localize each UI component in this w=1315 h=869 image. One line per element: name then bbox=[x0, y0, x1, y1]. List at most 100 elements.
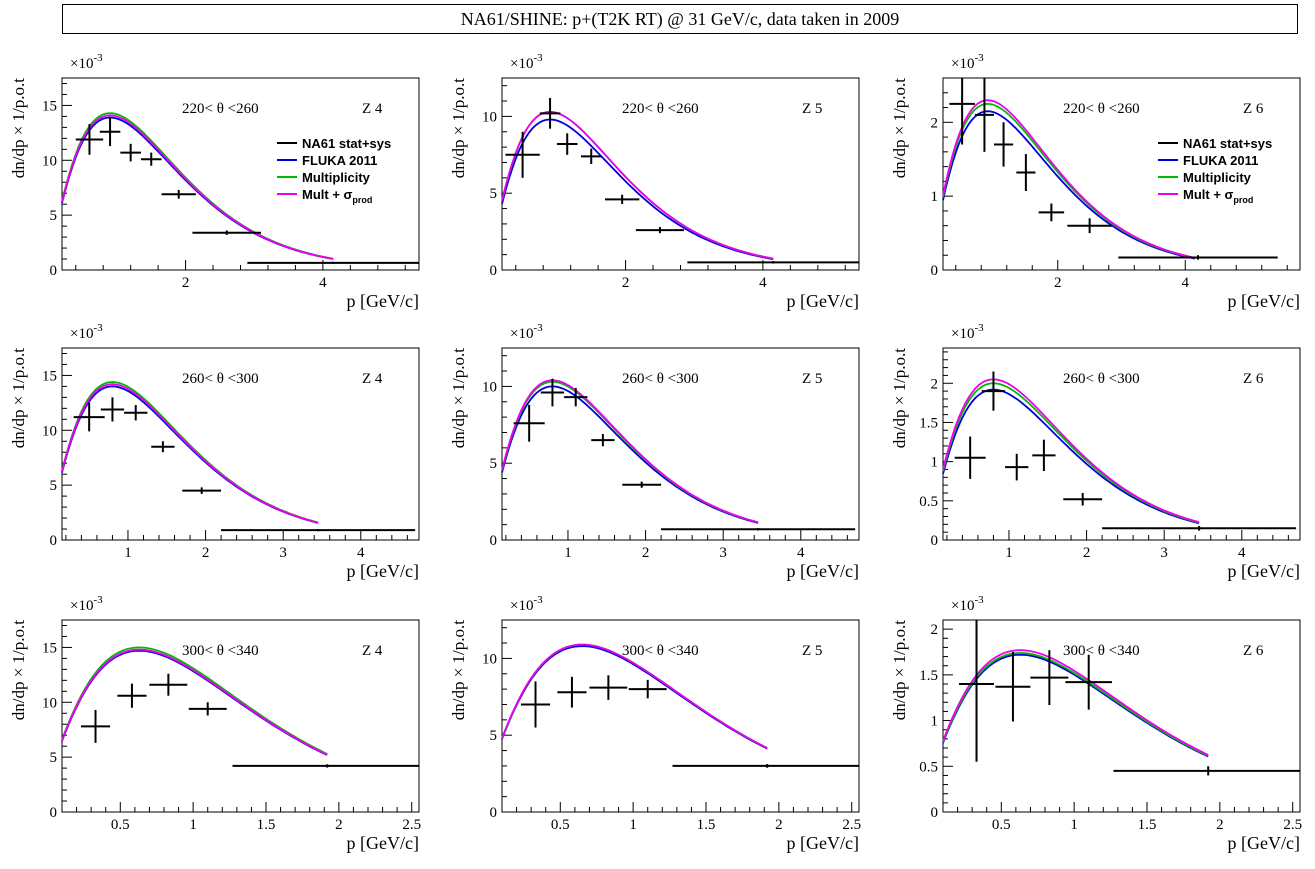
data-point bbox=[505, 131, 540, 178]
data-point bbox=[117, 683, 147, 708]
y-tick-label: 15 bbox=[42, 368, 57, 384]
plot-frame bbox=[942, 347, 1301, 541]
panel-3: 0 1 2 2 4 p [GeV/c] dn/dp × 1/p.o.t ×10-3 220< θ… bbox=[890, 52, 1301, 311]
x-tick-label: 4 bbox=[319, 275, 327, 291]
curve-fluka bbox=[942, 388, 1200, 525]
plot-frame bbox=[501, 347, 860, 541]
plot-frame bbox=[942, 77, 1301, 271]
z-bin-label: Z 5 bbox=[802, 371, 822, 387]
curve-multprod bbox=[942, 378, 1200, 524]
data-point bbox=[80, 709, 111, 743]
data-point bbox=[192, 230, 262, 235]
legend-subscript: prod bbox=[352, 195, 372, 205]
panel-5: 0 5 10 1 2 3 4p [GeV/c] dn/dp × 1/p.o.t ×10-3 260… bbox=[449, 322, 860, 581]
y-tick-label: 0 bbox=[490, 533, 498, 549]
exponent-value: -3 bbox=[974, 594, 984, 606]
x-tick-label: 0.5 bbox=[551, 817, 570, 833]
y-axis-label: dn/dp × 1/p.o.t bbox=[9, 620, 28, 721]
y-tick-label: 10 bbox=[482, 379, 497, 395]
panel-1: 0 5 10 15 2 4 p [GeV/c] dn/dp × 1/p.o.t ×10-3 220… bbox=[9, 52, 420, 311]
data-point bbox=[687, 261, 859, 264]
y-tick-label: 1.5 bbox=[919, 415, 938, 431]
x-tick-label: 3 bbox=[279, 545, 287, 561]
curve-multprod bbox=[61, 648, 328, 756]
legend-label-data: NA61 stat+sys bbox=[302, 136, 391, 151]
data-point bbox=[564, 387, 588, 407]
data-point bbox=[661, 528, 856, 531]
x-tick-label: 2 bbox=[622, 275, 630, 291]
y-tick-label: 10 bbox=[42, 423, 57, 439]
legend: NA61 stat+sys FLUKA 2011 Multiplicity Mult … bbox=[277, 136, 391, 205]
exponent-label: ×10-3 bbox=[951, 52, 984, 72]
data-point bbox=[672, 764, 859, 768]
y-tick-label: 0 bbox=[931, 533, 939, 549]
exponent-value: -3 bbox=[93, 322, 103, 334]
exponent-value: -3 bbox=[974, 322, 984, 334]
angle-range-label: 220< θ <260 bbox=[182, 101, 259, 117]
y-tick-label: 2 bbox=[931, 376, 939, 392]
panel-6: 0 0.5 1 1.5 2 1 2 3 4p [GeV/c] dn/dp × 1/p.o.t ×10… bbox=[890, 322, 1301, 581]
curve-mult bbox=[61, 381, 319, 524]
y-tick-label: 2 bbox=[931, 622, 939, 638]
z-bin-label: Z 4 bbox=[362, 371, 383, 387]
y-tick-label: 5 bbox=[490, 186, 498, 202]
x-tick-label: 2 bbox=[1216, 817, 1224, 833]
x-tick-label: 2.5 bbox=[402, 817, 421, 833]
plot-frame bbox=[61, 619, 420, 813]
data-point bbox=[1063, 492, 1103, 506]
figure-title: NA61/SHINE: p+(T2K RT) @ 31 GeV/c, data … bbox=[62, 4, 1298, 34]
y-tick-label: 1 bbox=[931, 189, 939, 205]
x-tick-label: 1 bbox=[124, 545, 132, 561]
panel-4: 0 5 10 15 1 2 3 4p [GeV/c] dn/dp × 1/p.o.t ×10-3 2… bbox=[9, 322, 420, 581]
x-tick-label: 4 bbox=[1238, 545, 1246, 561]
y-tick-label: 5 bbox=[50, 478, 58, 494]
legend: NA61 stat+sys FLUKA 2011 Multiplicity Mult … bbox=[1158, 136, 1272, 205]
exponent-value: -3 bbox=[93, 594, 103, 606]
z-bin-label: Z 6 bbox=[1243, 371, 1264, 387]
legend-label-fluka: FLUKA 2011 bbox=[302, 153, 377, 168]
exponent-value: -3 bbox=[93, 52, 103, 64]
x-tick-label: 2 bbox=[335, 817, 343, 833]
y-tick-label: 1.5 bbox=[919, 668, 938, 684]
data-point bbox=[73, 402, 105, 432]
exponent-label: ×10-3 bbox=[70, 52, 103, 72]
data-point bbox=[100, 397, 125, 422]
legend-label-data: NA61 stat+sys bbox=[1183, 136, 1272, 151]
x-tick-label: 1.5 bbox=[257, 817, 276, 833]
data-point bbox=[1113, 766, 1300, 776]
panel-8: 0 5 10 0.5 1 1.5 2 2.5p [GeV/c] dn/dp × 1/p.o.t ×… bbox=[449, 594, 861, 853]
angle-range-label: 260< θ <300 bbox=[622, 371, 699, 387]
data-point bbox=[557, 676, 587, 708]
x-tick-label: 3 bbox=[1160, 545, 1168, 561]
x-axis-label: p [GeV/c] bbox=[787, 291, 859, 311]
x-tick-label: 1 bbox=[629, 817, 637, 833]
x-tick-label: 2.5 bbox=[842, 817, 861, 833]
data-point bbox=[1016, 154, 1036, 191]
x-tick-label: 2 bbox=[1083, 545, 1091, 561]
y-tick-label: 1 bbox=[931, 714, 939, 730]
y-tick-label: 0 bbox=[490, 263, 498, 279]
x-tick-label: 2 bbox=[1054, 275, 1062, 291]
data-point bbox=[120, 143, 141, 162]
data-point bbox=[540, 378, 565, 407]
data-point bbox=[188, 702, 227, 716]
exponent-label: ×10-3 bbox=[70, 594, 103, 614]
curve-multprod bbox=[501, 110, 774, 260]
data-point bbox=[591, 434, 615, 447]
legend-label-fluka: FLUKA 2011 bbox=[1183, 153, 1258, 168]
y-tick-label: 5 bbox=[50, 208, 58, 224]
exponent-value: -3 bbox=[533, 594, 543, 606]
curve-fluka bbox=[501, 118, 774, 261]
data-point bbox=[974, 78, 994, 152]
data-point bbox=[140, 152, 162, 166]
data-point bbox=[221, 529, 416, 532]
data-point bbox=[1005, 453, 1029, 481]
data-point bbox=[232, 764, 419, 768]
data-point bbox=[124, 405, 148, 421]
exponent-label: ×10-3 bbox=[510, 52, 543, 72]
z-bin-label: Z 4 bbox=[362, 643, 383, 659]
y-tick-label: 2 bbox=[931, 115, 939, 131]
y-axis-label: dn/dp × 1/p.o.t bbox=[890, 348, 909, 449]
panel-9: 0 0.5 1 1.5 2 0.5 1 1.5 2 2.5p [GeV/c] dn/dp × 1/p… bbox=[890, 594, 1302, 853]
